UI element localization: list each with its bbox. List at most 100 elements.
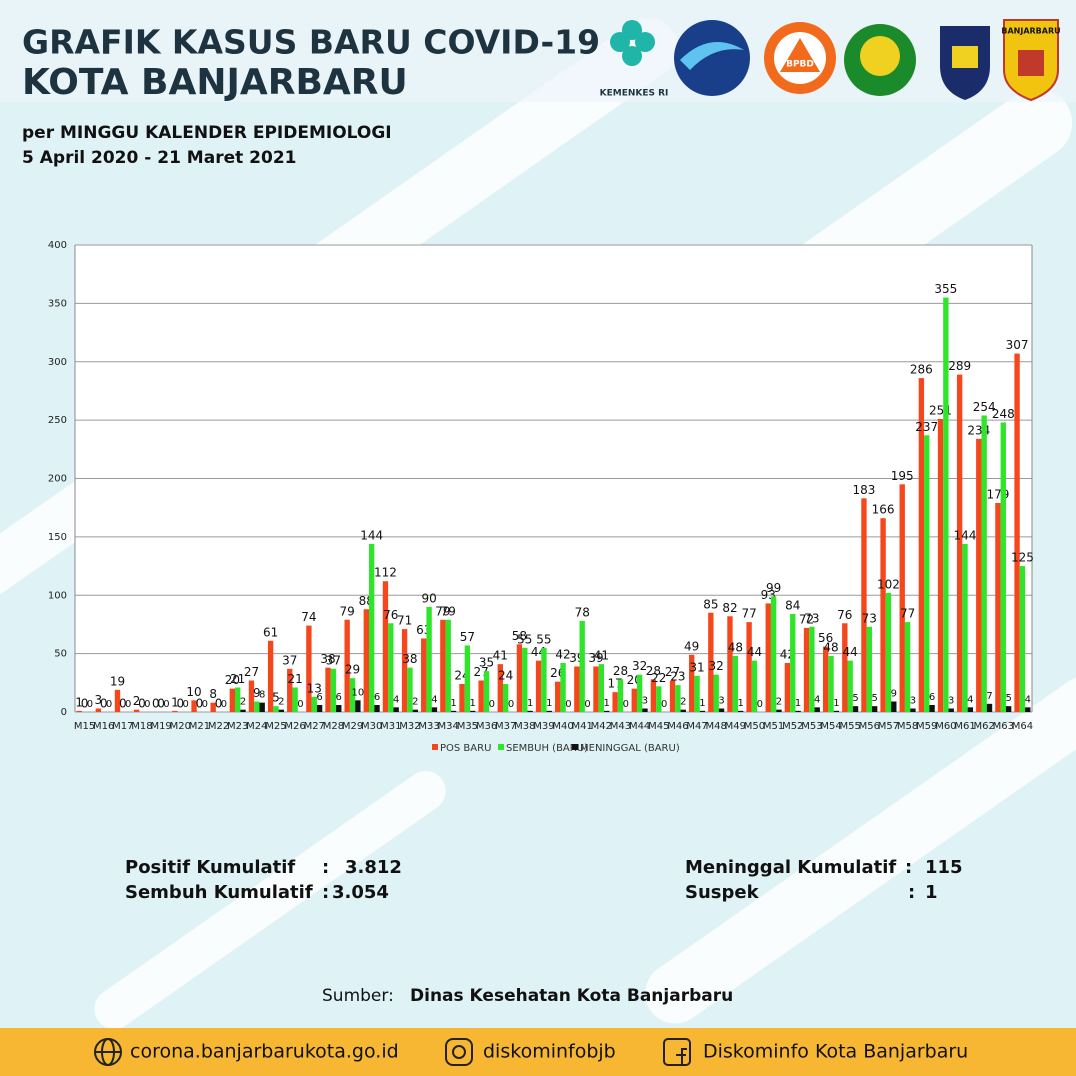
- value-label: 38: [402, 652, 417, 666]
- value-label: 90: [421, 591, 436, 605]
- bar: [814, 707, 820, 712]
- bar: [248, 680, 255, 712]
- x-tick-label: M19: [150, 721, 171, 732]
- bar: [344, 619, 350, 712]
- value-label: 37: [282, 653, 297, 667]
- value-label: 0: [119, 697, 127, 711]
- value-label: 0: [138, 697, 146, 711]
- value-label: 254: [973, 400, 996, 414]
- value-label: 1: [699, 698, 705, 709]
- x-tick-label: M60: [935, 721, 956, 732]
- value-label: 6: [374, 692, 380, 703]
- value-label: 44: [843, 645, 858, 659]
- value-label: 1: [795, 698, 801, 709]
- bar: [904, 622, 911, 712]
- x-tick-label: M34: [438, 721, 459, 732]
- value-label: 102: [877, 577, 900, 591]
- value-label: 4: [393, 694, 399, 705]
- x-tick-label: M33: [418, 721, 439, 732]
- stat-label: Positif Kumulatif: [125, 857, 295, 878]
- value-label: 0: [757, 699, 763, 710]
- value-label: 144: [954, 528, 977, 542]
- x-tick-label: M41: [572, 721, 593, 732]
- x-tick-label: M47: [686, 721, 707, 732]
- value-label: 20: [225, 673, 240, 687]
- title-line2: KOTA BANJARBARU: [22, 62, 408, 103]
- subtitle-line1: per MINGGU KALENDER EPIDEMIOLOGI: [22, 123, 392, 143]
- x-tick-label: M55: [839, 721, 860, 732]
- value-label: 1: [527, 698, 533, 709]
- bar: [412, 709, 418, 712]
- bar: [95, 708, 102, 712]
- value-label: 21: [287, 672, 302, 686]
- value-label: 78: [575, 605, 590, 619]
- value-label: 56: [818, 631, 833, 645]
- stat-value: 3.054: [332, 882, 389, 903]
- x-tick-label: M58: [897, 721, 918, 732]
- bar: [421, 638, 427, 712]
- value-label: 2: [776, 697, 782, 708]
- bar: [450, 710, 457, 712]
- x-tick-label: M53: [801, 721, 822, 732]
- value-label: 23: [670, 670, 685, 684]
- x-tick-label: M61: [954, 721, 975, 732]
- x-tick-label: M63: [993, 721, 1014, 732]
- value-label: 3: [718, 695, 724, 706]
- value-label: 24: [498, 668, 513, 682]
- stat-separator: :: [322, 882, 329, 903]
- bar: [355, 700, 361, 712]
- bar: [560, 662, 566, 712]
- bar: [368, 543, 375, 712]
- bar: [822, 646, 829, 712]
- bar: [574, 666, 580, 712]
- bar: [363, 609, 369, 712]
- value-label: 1: [604, 698, 610, 709]
- value-label: 2: [133, 694, 141, 708]
- value-label: 35: [479, 656, 494, 670]
- x-tick-label: M51: [763, 721, 784, 732]
- x-tick-label: M15: [74, 721, 95, 732]
- value-label: 0: [157, 697, 165, 711]
- x-tick-label: M31: [380, 721, 401, 732]
- value-label: 73: [804, 611, 819, 625]
- stat-value: 1: [925, 882, 938, 903]
- subtitle-line2: 5 April 2020 - 21 Maret 2021: [22, 148, 296, 168]
- bar: [617, 679, 624, 712]
- bar: [1005, 706, 1012, 712]
- bar: [440, 619, 446, 712]
- x-tick-label: M23: [227, 721, 248, 732]
- bar: [924, 435, 930, 712]
- x-tick-label: M18: [131, 721, 152, 732]
- bar: [727, 616, 733, 712]
- value-label: 10: [352, 687, 365, 698]
- value-label: 79: [340, 604, 355, 618]
- value-label: 76: [383, 608, 398, 622]
- bar: [765, 603, 771, 712]
- value-label: 41: [594, 649, 609, 663]
- bar: [382, 581, 389, 712]
- bar: [689, 654, 695, 712]
- value-label: 125: [1011, 551, 1034, 565]
- footer-website: corona.banjarbarukota.go.id: [130, 1041, 399, 1063]
- bar: [694, 675, 700, 712]
- x-tick-label: M20: [170, 721, 191, 732]
- footer-instagram: diskominfobjb: [483, 1041, 616, 1063]
- bar: [948, 708, 954, 712]
- value-label: 0: [508, 699, 514, 710]
- value-label: 32: [632, 659, 647, 673]
- x-tick-label: M48: [706, 721, 727, 732]
- value-label: 48: [823, 640, 838, 654]
- value-label: 5: [871, 693, 877, 704]
- bar: [114, 689, 121, 712]
- bar: [497, 664, 503, 712]
- legend-label: POS BARU: [440, 743, 491, 754]
- bar: [790, 613, 796, 712]
- value-label: 21: [230, 672, 245, 686]
- bar: [401, 629, 408, 712]
- value-label: 0: [182, 699, 188, 710]
- bar: [325, 667, 331, 712]
- bar: [937, 418, 944, 712]
- value-label: 3: [948, 695, 954, 706]
- y-tick-label: 50: [54, 649, 67, 660]
- stat-value: 3.812: [345, 857, 402, 878]
